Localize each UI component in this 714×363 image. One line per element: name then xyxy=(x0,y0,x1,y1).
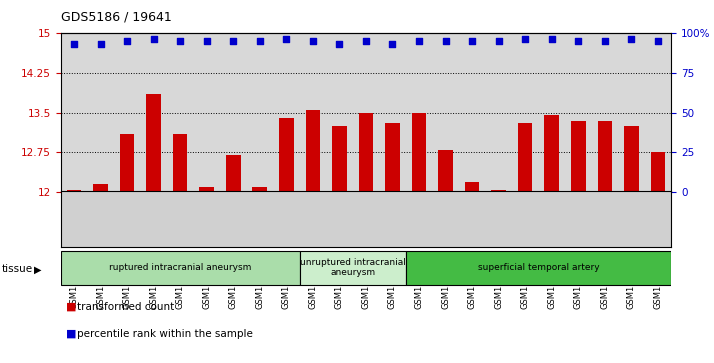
Bar xyxy=(518,123,533,192)
Point xyxy=(493,38,504,44)
Point xyxy=(387,41,398,47)
Point xyxy=(520,36,531,42)
Point xyxy=(625,36,637,42)
Bar xyxy=(279,118,293,192)
Point xyxy=(121,38,133,44)
Bar xyxy=(491,190,506,192)
Point xyxy=(174,38,186,44)
Bar xyxy=(624,126,638,192)
Bar xyxy=(385,123,400,192)
Text: unruptured intracranial
aneurysm: unruptured intracranial aneurysm xyxy=(300,258,406,277)
Bar xyxy=(253,187,267,192)
FancyBboxPatch shape xyxy=(300,250,406,285)
Bar xyxy=(358,113,373,192)
Text: ■: ■ xyxy=(66,329,76,339)
Bar xyxy=(544,115,559,192)
Point xyxy=(440,38,451,44)
Bar xyxy=(146,94,161,192)
Point xyxy=(599,38,610,44)
Bar xyxy=(173,134,188,192)
Bar xyxy=(199,187,214,192)
Text: transformed count: transformed count xyxy=(77,302,174,312)
Point xyxy=(228,38,239,44)
FancyBboxPatch shape xyxy=(406,250,671,285)
Text: ▶: ▶ xyxy=(34,264,42,274)
Point xyxy=(466,38,478,44)
Point xyxy=(360,38,371,44)
Point xyxy=(333,41,345,47)
Text: ■: ■ xyxy=(66,302,76,312)
Bar xyxy=(650,152,665,192)
Bar xyxy=(571,121,585,192)
Bar xyxy=(306,110,320,192)
Text: ruptured intracranial aneurysm: ruptured intracranial aneurysm xyxy=(109,263,251,272)
Point xyxy=(148,36,159,42)
Bar xyxy=(465,182,479,192)
Point xyxy=(652,38,663,44)
Text: GDS5186 / 19641: GDS5186 / 19641 xyxy=(61,11,171,24)
Text: tissue: tissue xyxy=(1,264,33,274)
Bar xyxy=(66,190,81,192)
Bar xyxy=(226,155,241,192)
Text: superficial temporal artery: superficial temporal artery xyxy=(478,263,599,272)
FancyBboxPatch shape xyxy=(61,250,300,285)
Point xyxy=(281,36,292,42)
Bar xyxy=(120,134,134,192)
Bar xyxy=(412,113,426,192)
Bar xyxy=(438,150,453,192)
Bar xyxy=(94,184,108,192)
Point xyxy=(413,38,425,44)
Bar xyxy=(598,121,612,192)
Point xyxy=(307,38,318,44)
Point xyxy=(573,38,584,44)
Point xyxy=(69,41,80,47)
Text: percentile rank within the sample: percentile rank within the sample xyxy=(77,329,253,339)
Point xyxy=(95,41,106,47)
Point xyxy=(201,38,212,44)
Point xyxy=(546,36,558,42)
Point xyxy=(254,38,266,44)
Bar xyxy=(332,126,347,192)
